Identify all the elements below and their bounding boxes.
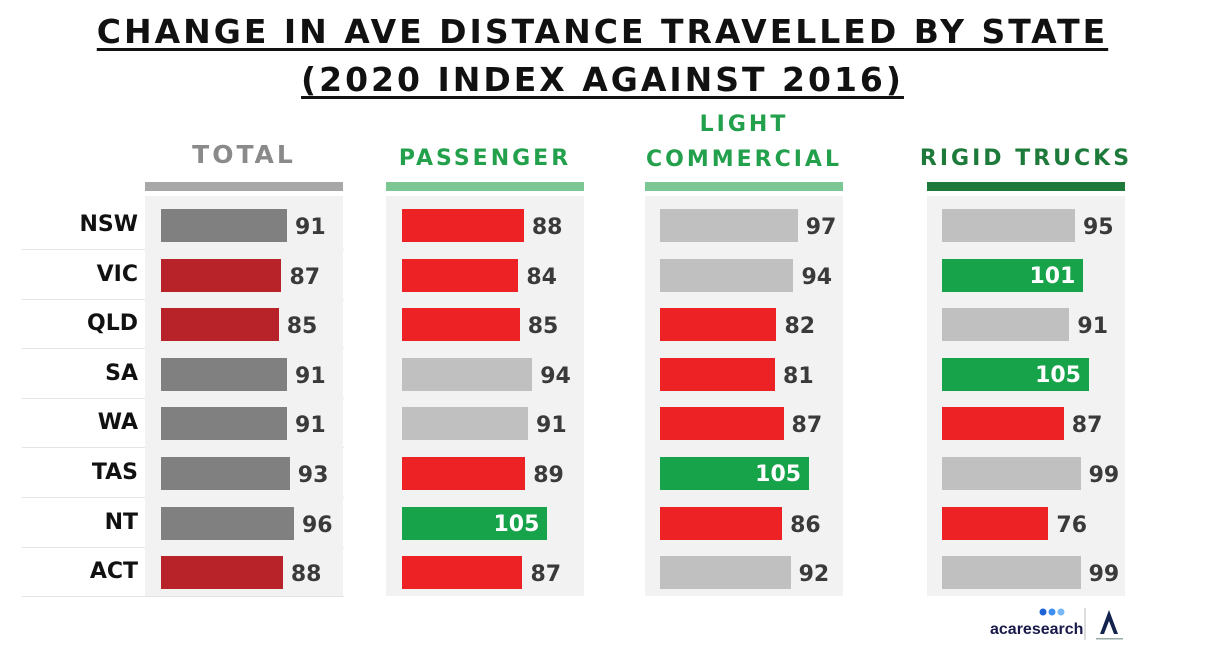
value-label-passenger-vic: 84 — [526, 264, 557, 290]
value-label-total-wa: 91 — [295, 413, 326, 439]
bar-total-nt — [161, 506, 294, 540]
value-label-light-commercial-wa: 87 — [791, 413, 823, 439]
row-separator — [22, 596, 344, 598]
value-label-total-tas: 93 — [297, 463, 329, 488]
bar-rigid-trucks-qld — [942, 308, 1070, 342]
acaresearch-logo: acaresearch — [990, 608, 1123, 640]
value-label-passenger-nsw: 88 — [531, 215, 563, 240]
value-label-light-commercial-tas: 105 — [755, 462, 802, 487]
value-label-rigid-trucks-qld: 91 — [1077, 314, 1109, 340]
row-label-nsw: NSW — [79, 212, 138, 237]
value-label-light-commercial-act: 92 — [798, 562, 830, 588]
bar-light-commercial-tas — [660, 457, 810, 490]
bar-passenger-vic — [402, 258, 519, 292]
bar-total-qld — [161, 308, 279, 342]
bar-passenger-nsw — [402, 209, 524, 242]
row-label-wa: WA — [97, 410, 138, 436]
bar-rigid-trucks-nsw — [942, 209, 1075, 242]
association-emblem-icon — [1100, 610, 1118, 634]
bar-passenger-tas — [402, 457, 526, 490]
bar-passenger-wa — [402, 407, 529, 441]
value-label-passenger-sa: 94 — [540, 363, 571, 389]
panel-header-light-commercial-line1: LIGHT — [699, 112, 789, 137]
value-label-passenger-nt: 105 — [493, 511, 540, 537]
chart-title: CHANGE IN AVE DISTANCE TRAVELLED BY STAT… — [96, 12, 1109, 51]
bar-rigid-trucks-sa — [942, 357, 1089, 391]
value-label-rigid-trucks-nt: 76 — [1056, 512, 1088, 538]
panel-header-bar-passenger — [386, 182, 584, 191]
value-label-light-commercial-nt: 86 — [790, 512, 821, 538]
bar-rigid-trucks-tas — [942, 457, 1081, 490]
panel-header-rigid-trucks: RIGID TRUCKS — [919, 146, 1133, 171]
value-label-rigid-trucks-vic: 101 — [1029, 263, 1076, 289]
row-label-qld: QLD — [87, 311, 138, 337]
panel-header-bar-total — [145, 182, 343, 191]
bar-light-commercial-nt — [660, 506, 783, 540]
bar-total-tas — [161, 457, 290, 490]
bar-rigid-trucks-nt — [942, 506, 1049, 540]
bar-passenger-act — [402, 556, 523, 590]
value-label-passenger-tas: 89 — [533, 463, 564, 488]
bar-total-wa — [161, 407, 288, 441]
bar-light-commercial-qld — [660, 308, 777, 342]
bar-light-commercial-vic — [660, 258, 794, 292]
bar-passenger-sa — [402, 357, 533, 391]
bar-passenger-qld — [402, 308, 520, 342]
bar-rigid-trucks-vic — [942, 258, 1084, 292]
value-label-total-vic: 87 — [289, 264, 321, 290]
chart-subtitle: (2020 INDEX AGAINST 2016) — [301, 60, 904, 99]
value-label-total-nsw: 91 — [295, 215, 326, 240]
row-label-vic: VIC — [96, 261, 138, 287]
bar-rigid-trucks-act — [942, 556, 1081, 590]
value-label-total-act: 88 — [290, 562, 322, 588]
row-label-nt: NT — [104, 509, 138, 535]
bar-light-commercial-nsw — [660, 209, 798, 242]
bar-light-commercial-act — [660, 556, 791, 590]
panel-header-bar-rigid-trucks — [927, 182, 1125, 191]
panel-header-total: TOTAL — [192, 140, 296, 169]
row-label-act: ACT — [89, 559, 138, 585]
value-label-rigid-trucks-act: 99 — [1088, 562, 1120, 588]
panel-header-passenger: PASSENGER — [398, 146, 572, 171]
value-label-light-commercial-nsw: 97 — [805, 215, 837, 240]
bar-light-commercial-wa — [660, 407, 784, 441]
value-label-passenger-wa: 91 — [536, 413, 567, 439]
panel-header-bar-light-commercial — [645, 182, 843, 191]
value-label-total-nt: 96 — [301, 512, 333, 538]
logo-wordmark: acaresearch — [990, 621, 1083, 638]
value-label-passenger-act: 87 — [530, 562, 562, 588]
row-label-tas: TAS — [91, 460, 138, 485]
value-label-passenger-qld: 85 — [527, 314, 559, 340]
value-label-rigid-trucks-tas: 99 — [1088, 463, 1120, 488]
value-label-rigid-trucks-nsw: 95 — [1083, 215, 1114, 240]
value-label-total-sa: 91 — [295, 363, 326, 389]
bar-total-vic — [161, 258, 282, 292]
value-label-total-qld: 85 — [286, 314, 318, 340]
panel-header-light-commercial-line2: COMMERCIAL — [646, 147, 842, 172]
bar-passenger-nt — [402, 506, 548, 540]
value-label-rigid-trucks-sa: 105 — [1035, 362, 1081, 388]
bar-light-commercial-sa — [660, 357, 776, 391]
bar-total-nsw — [161, 209, 288, 242]
row-label-sa: SA — [105, 360, 138, 386]
value-label-light-commercial-vic: 94 — [801, 264, 833, 290]
bar-rigid-trucks-wa — [942, 407, 1064, 441]
bar-total-sa — [161, 357, 288, 391]
value-label-light-commercial-qld: 82 — [784, 314, 816, 340]
bar-total-act — [161, 556, 283, 590]
value-label-rigid-trucks-wa: 87 — [1071, 413, 1103, 439]
value-label-light-commercial-sa: 81 — [783, 363, 814, 389]
